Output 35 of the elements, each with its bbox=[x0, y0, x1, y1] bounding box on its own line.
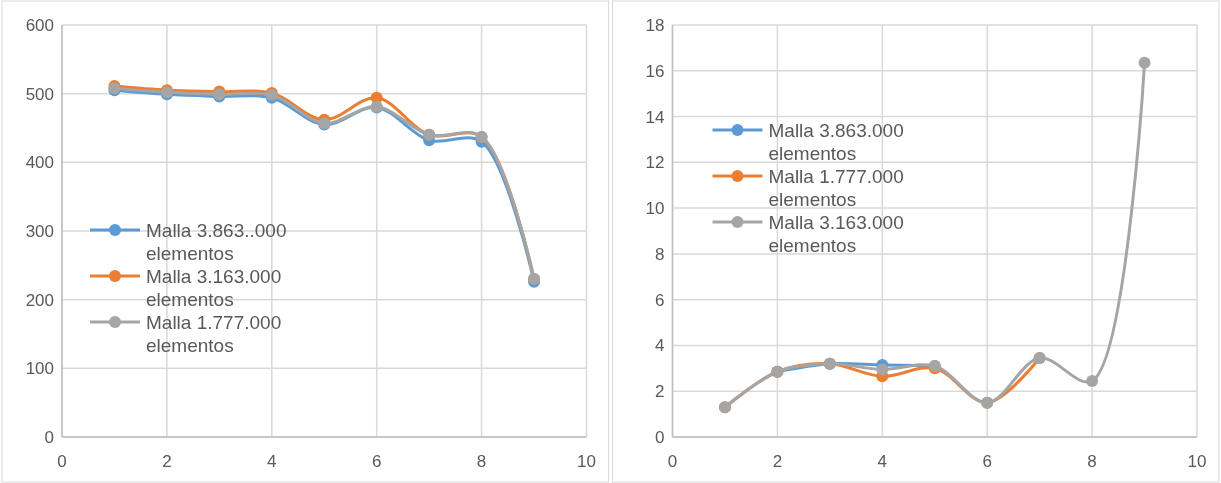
y-tick-label: 16 bbox=[645, 61, 665, 81]
y-tick-label: 0 bbox=[44, 427, 54, 447]
y-tick-label: 10 bbox=[645, 199, 665, 219]
y-tick-label: 200 bbox=[25, 290, 54, 310]
y-tick-label: 100 bbox=[25, 359, 54, 379]
x-tick-label: 4 bbox=[267, 452, 277, 471]
x-tick-label: 8 bbox=[1087, 452, 1097, 471]
legend-label: Malla 3.163.000 elementos bbox=[146, 265, 282, 310]
legend-label: Malla 1.777.000 elementos bbox=[146, 311, 282, 356]
y-tick-label: 18 bbox=[645, 15, 665, 35]
legend-label: Malla 3.163.000 elementos bbox=[768, 211, 904, 256]
y-tick-label: 6 bbox=[655, 290, 665, 310]
x-tick-label: 8 bbox=[476, 452, 487, 471]
y-tick-label: 0 bbox=[655, 427, 665, 447]
y-tick-label: 4 bbox=[655, 336, 665, 356]
y-tick-label: 12 bbox=[645, 153, 665, 173]
x-tick-label: 6 bbox=[371, 452, 382, 471]
x-tick-label: 6 bbox=[982, 452, 992, 471]
x-tick-label: 2 bbox=[162, 452, 172, 471]
x-tick-label: 10 bbox=[1187, 452, 1207, 471]
legend-label: Malla 3.863.000 elementos bbox=[768, 119, 904, 164]
x-tick-label: 2 bbox=[772, 452, 783, 471]
x-tick-label: 10 bbox=[577, 452, 596, 471]
y-tick-label: 600 bbox=[25, 15, 54, 35]
legend-label: Malla 1.777.000 elementos bbox=[768, 165, 904, 210]
y-tick-label: 14 bbox=[645, 107, 665, 127]
y-tick-label: 400 bbox=[25, 153, 54, 173]
legend-label: Malla 3.863..000 elementos bbox=[146, 219, 287, 264]
y-tick-label: 8 bbox=[655, 244, 665, 264]
y-tick-label: 500 bbox=[25, 84, 54, 104]
x-tick-label: 4 bbox=[877, 452, 888, 471]
y-tick-label: 2 bbox=[655, 382, 665, 402]
y-tick-label: 300 bbox=[25, 221, 54, 241]
x-tick-label: 0 bbox=[57, 452, 67, 471]
x-tick-label: 0 bbox=[667, 452, 678, 471]
